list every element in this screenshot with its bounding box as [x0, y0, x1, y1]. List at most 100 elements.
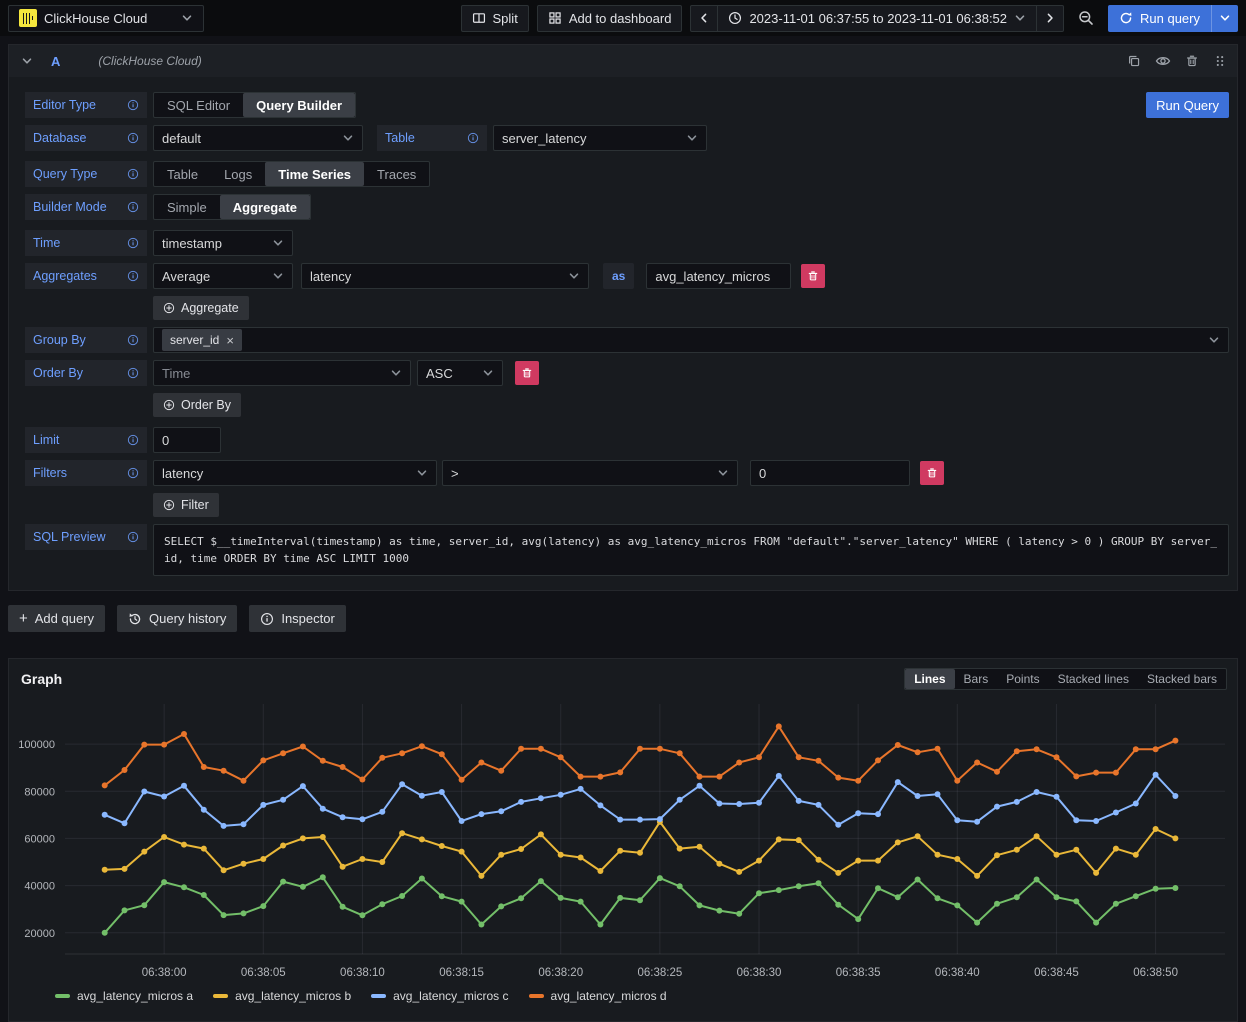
info-icon[interactable] — [127, 237, 139, 249]
legend-swatch — [371, 994, 387, 998]
info-icon[interactable] — [127, 367, 139, 379]
remove-order-by-button[interactable] — [515, 361, 539, 385]
graph-mode-lines[interactable]: Lines — [905, 669, 955, 689]
remove-query-button[interactable] — [1185, 54, 1199, 68]
aggregate-alias-input[interactable] — [646, 263, 792, 289]
add-to-dashboard-button[interactable]: Add to dashboard — [536, 4, 683, 32]
trash-icon — [1185, 54, 1199, 68]
time-range-back-button[interactable] — [690, 4, 719, 32]
svg-text:06:38:05: 06:38:05 — [241, 967, 286, 979]
hide-query-button[interactable] — [1155, 53, 1171, 69]
info-icon[interactable] — [127, 99, 139, 111]
query-type-option-traces[interactable]: Traces — [377, 166, 417, 182]
drag-handle[interactable] — [1213, 54, 1227, 68]
query-editor-panel: A (ClickHouse Cloud) Editor Type SQL Edi… — [8, 44, 1238, 591]
editor-type-label: Editor Type — [25, 92, 147, 118]
split-button[interactable]: Split — [460, 4, 529, 32]
legend-item[interactable]: avg_latency_micros a — [55, 989, 193, 1003]
legend-item[interactable]: avg_latency_micros b — [213, 989, 351, 1003]
time-series-chart[interactable]: 20000 40000 60000 80000 100000 06:38:00 06:38:… — [9, 692, 1237, 986]
table-select[interactable]: server_latency — [493, 125, 707, 151]
add-filter-row: Filter — [25, 493, 1229, 517]
collapse-chevron-icon[interactable] — [21, 55, 33, 67]
graph-mode-stacked-bars[interactable]: Stacked bars — [1146, 672, 1217, 686]
add-filter-button[interactable]: Filter — [153, 493, 219, 517]
remove-tag-icon[interactable]: × — [226, 332, 234, 348]
builder-mode-option-simple[interactable]: Simple — [167, 199, 207, 215]
add-aggregate-button[interactable]: Aggregate — [153, 296, 249, 320]
svg-text:06:38:45: 06:38:45 — [1034, 967, 1079, 979]
chart-legend: avg_latency_micros a avg_latency_micros b… — [55, 989, 1237, 1003]
time-range-forward-button[interactable] — [1037, 4, 1065, 32]
remove-filter-button[interactable] — [920, 461, 944, 485]
query-type-option-table[interactable]: Table — [167, 166, 199, 182]
order-by-field-select[interactable]: Time — [153, 360, 411, 386]
inspector-button[interactable]: Inspector — [249, 605, 346, 632]
plus-icon: + — [19, 610, 28, 627]
chevron-left-icon — [698, 12, 710, 24]
info-icon[interactable] — [127, 334, 139, 346]
query-type-option-logs[interactable]: Logs — [224, 166, 253, 182]
trash-icon — [807, 270, 819, 282]
info-icon[interactable] — [127, 531, 139, 543]
filter-operator-select[interactable]: > — [442, 460, 738, 486]
time-column-select[interactable]: timestamp — [153, 230, 293, 256]
filter-column-select[interactable]: latency — [153, 460, 437, 486]
run-query-button[interactable]: Run query — [1108, 4, 1211, 32]
add-order-by-button[interactable]: Order By — [153, 393, 242, 417]
database-label: Database — [25, 125, 147, 151]
circle-plus-icon — [163, 302, 175, 314]
query-type-label: Query Type — [25, 161, 147, 187]
limit-input[interactable] — [153, 427, 221, 453]
editor-type-option-sql-editor[interactable]: SQL Editor — [167, 97, 231, 113]
legend-item[interactable]: avg_latency_micros c — [371, 989, 509, 1003]
info-icon[interactable] — [127, 270, 139, 282]
remove-aggregate-button[interactable] — [801, 264, 826, 288]
svg-text:06:38:50: 06:38:50 — [1133, 967, 1178, 979]
chevron-down-icon — [342, 132, 354, 144]
zoom-out-time-button[interactable] — [1072, 10, 1100, 26]
time-range-picker[interactable]: 2023-11-01 06:37:55 to 2023-11-01 06:38:… — [718, 4, 1038, 32]
query-history-button[interactable]: Query history — [117, 605, 238, 632]
graph-mode-bars[interactable]: Bars — [963, 672, 989, 686]
builder-mode-option-aggregate[interactable]: Aggregate — [219, 195, 311, 219]
database-row: Database default Table server_latency — [25, 125, 1229, 151]
graph-style-switch: Lines Bars Points Stacked lines Stacked bars — [904, 668, 1227, 690]
chevron-down-icon — [1014, 12, 1026, 24]
datasource-picker[interactable]: ClickHouse Cloud — [8, 4, 204, 32]
info-icon[interactable] — [127, 434, 139, 446]
as-label: as — [603, 263, 635, 289]
graph-mode-stacked-lines[interactable]: Stacked lines — [1057, 672, 1129, 686]
svg-text:06:38:00: 06:38:00 — [142, 967, 187, 979]
svg-text:40000: 40000 — [24, 881, 55, 893]
graph-mode-points[interactable]: Points — [1006, 672, 1040, 686]
circle-plus-icon — [163, 499, 175, 511]
query-type-row: Query Type Table Logs Time Series Traces — [25, 161, 1229, 187]
editor-type-switch: SQL Editor Query Builder — [153, 92, 357, 118]
add-aggregate-row: Aggregate — [25, 296, 1229, 320]
time-range-text: 2023-11-01 06:37:55 to 2023-11-01 06:38:… — [749, 10, 1008, 26]
query-type-option-time-series[interactable]: Time Series — [265, 162, 365, 186]
aggregate-function-select[interactable]: Average — [153, 263, 293, 289]
sql-preview-block: SELECT $__timeInterval(timestamp) as tim… — [153, 524, 1229, 576]
filter-value-input[interactable] — [750, 460, 910, 486]
legend-label: avg_latency_micros c — [393, 989, 509, 1003]
legend-item[interactable]: avg_latency_micros d — [528, 989, 667, 1003]
editor-type-row: Editor Type SQL Editor Query Builder Run… — [25, 92, 1229, 118]
editor-type-option-query-builder[interactable]: Query Builder — [243, 93, 356, 117]
database-select[interactable]: default — [153, 125, 363, 151]
add-to-dashboard-icon — [548, 11, 562, 25]
add-query-button[interactable]: + Add query — [8, 605, 106, 632]
run-query-dropdown-button[interactable] — [1211, 4, 1238, 32]
info-icon[interactable] — [467, 132, 479, 144]
info-icon[interactable] — [127, 201, 139, 213]
order-by-direction-select[interactable]: ASC — [417, 360, 503, 386]
info-icon[interactable] — [127, 168, 139, 180]
copy-icon — [1127, 54, 1141, 68]
run-query-panel-button[interactable]: Run Query — [1146, 92, 1229, 118]
info-icon[interactable] — [127, 467, 139, 479]
info-icon[interactable] — [127, 132, 139, 144]
group-by-multiselect[interactable]: server_id × — [153, 327, 1229, 353]
duplicate-query-button[interactable] — [1127, 54, 1141, 68]
aggregate-column-select[interactable]: latency — [301, 263, 589, 289]
